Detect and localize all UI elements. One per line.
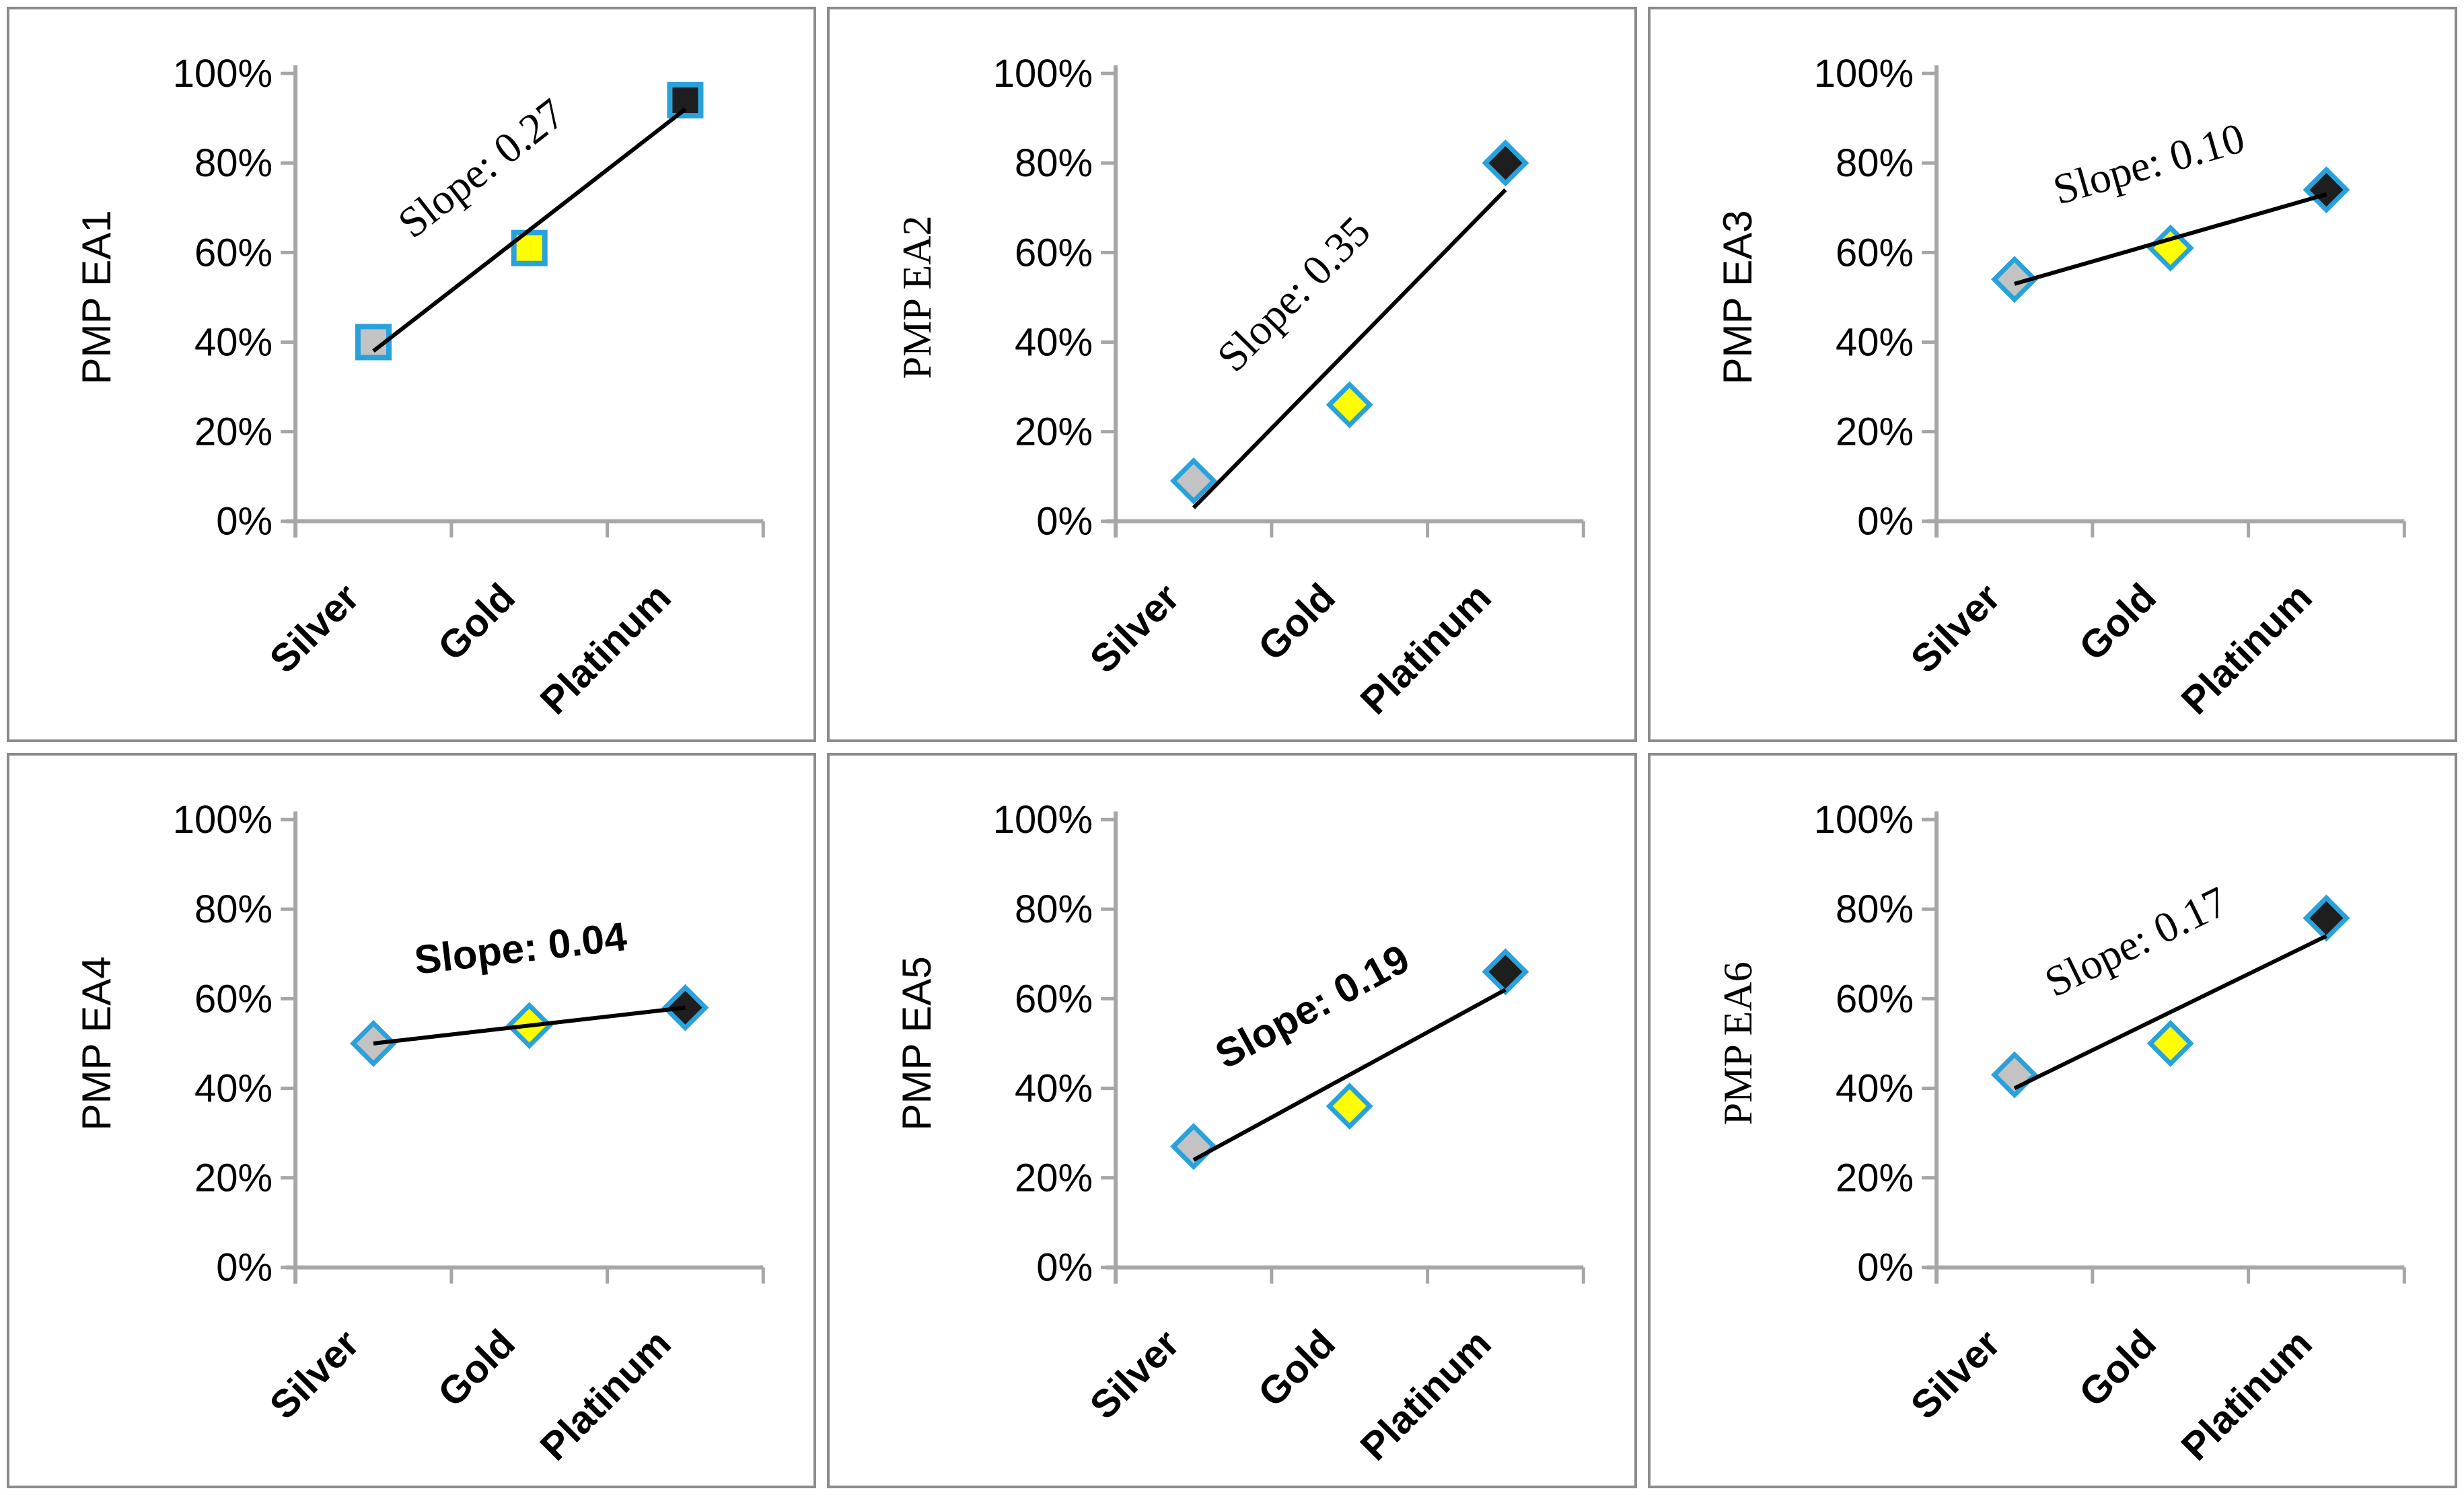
x-category-label: Silver: [1902, 1321, 2008, 1428]
marker-silver: [1170, 1123, 1218, 1170]
x-category-label: Gold: [430, 1321, 523, 1415]
x-category-label: Platinum: [2173, 575, 2320, 723]
marker-silver: [350, 1019, 397, 1067]
trend-line: [373, 1005, 686, 1046]
x-category-label: Platinum: [532, 1321, 680, 1469]
y-tick-label: 80%: [194, 887, 273, 931]
y-tick-label: 100%: [993, 798, 1093, 842]
y-tick-label: 20%: [194, 1157, 273, 1200]
y-tick-label: 0%: [216, 500, 273, 544]
y-tick-label: 0%: [1857, 500, 1914, 544]
slope-annotation: Slope: 0.35: [1208, 207, 1379, 381]
trend-line: [372, 107, 687, 353]
trend-line: [1192, 988, 1507, 1162]
x-category-label: Gold: [2070, 575, 2164, 669]
y-axis-title: PMP EA5: [894, 956, 939, 1130]
marker-silver: [355, 324, 392, 361]
chart-panel-pmp-ea4: PMP EA4 0% 20% 40% 60% 80% 100% Silver Gold Plati…: [7, 753, 817, 1488]
y-axis-title: PMP EA1: [74, 210, 119, 384]
x-category-label: Silver: [1902, 575, 2008, 682]
marker-silver: [1990, 256, 2038, 303]
y-tick-label: 60%: [194, 977, 273, 1021]
marker-platinum: [2303, 894, 2350, 942]
y-tick-label: 80%: [194, 141, 273, 185]
y-tick-label: 40%: [194, 320, 273, 364]
x-category-label: Gold: [430, 575, 523, 669]
chart-svg: PMP EA5 0% 20% 40% 60% 80% 100% Silver Gold Plati…: [894, 798, 1586, 1469]
y-tick-label: 60%: [1015, 231, 1093, 275]
y-tick-label: 20%: [194, 410, 273, 454]
x-category-label: Silver: [261, 1321, 367, 1428]
y-tick-label: 20%: [1836, 410, 1914, 454]
y-tick-label: 100%: [993, 52, 1093, 96]
x-category-label: Platinum: [1352, 1321, 1500, 1469]
y-axis-title: PMP EA4: [74, 956, 119, 1130]
slope-annotation: Slope: 0.17: [2037, 877, 2235, 1007]
x-category-label: Gold: [2070, 1321, 2164, 1415]
x-category-label: Silver: [1082, 575, 1188, 682]
y-tick-label: 40%: [1015, 320, 1093, 364]
x-category-label: Gold: [1250, 1321, 1344, 1415]
chart-svg: PMP EA6 0% 20% 40% 60% 80% 100% Silver Gold Plati…: [1716, 798, 2406, 1469]
chart-panel-pmp-ea3: PMP EA3 0% 20% 40% 60% 80% 100% Silver Gold Plati…: [1647, 7, 2457, 742]
chart-panel-pmp-ea2: PMP EA2 0% 20% 40% 60% 80% 100% Silver Gold Plati…: [827, 7, 1637, 742]
chart-svg: PMP EA3 0% 20% 40% 60% 80% 100% Silver Gold Plati…: [1715, 52, 2406, 723]
x-category-label: Gold: [1250, 575, 1344, 669]
marker-gold: [2146, 1019, 2194, 1067]
marker-gold: [1326, 381, 1373, 429]
marker-gold: [1326, 1083, 1373, 1130]
y-tick-label: 0%: [1857, 1246, 1914, 1290]
slope-annotation: Slope: 0.04: [412, 914, 629, 983]
chart-svg: PMP EA2 0% 20% 40% 60% 80% 100% Silver Gold Plati…: [895, 52, 1586, 723]
marker-platinum: [1482, 139, 1529, 187]
trend-line: [1192, 188, 1507, 509]
y-tick-label: 0%: [1037, 500, 1093, 544]
x-category-label: Platinum: [2173, 1321, 2320, 1469]
y-tick-label: 0%: [216, 1246, 273, 1290]
marker-platinum: [661, 984, 709, 1031]
y-tick-label: 100%: [1813, 798, 1913, 842]
x-category-label: Platinum: [532, 575, 680, 723]
slope-annotation: Slope: 0.27: [389, 89, 573, 247]
x-category-label: Silver: [261, 575, 367, 682]
y-tick-label: 100%: [173, 798, 273, 842]
y-axis-title: PMP EA6: [1716, 961, 1760, 1125]
y-tick-label: 40%: [1836, 320, 1914, 364]
y-tick-label: 60%: [194, 231, 273, 275]
marker-platinum: [667, 81, 704, 119]
marker-silver: [1990, 1051, 2038, 1099]
x-category-label: Platinum: [1352, 575, 1500, 723]
chart-panel-pmp-ea5: PMP EA5 0% 20% 40% 60% 80% 100% Silver Gold Plati…: [827, 753, 1637, 1488]
marker-platinum: [2303, 166, 2350, 214]
y-tick-label: 20%: [1015, 410, 1093, 454]
chart-svg: PMP EA4 0% 20% 40% 60% 80% 100% Silver Gold Plati…: [74, 798, 765, 1469]
y-tick-label: 40%: [1015, 1066, 1093, 1110]
y-tick-label: 80%: [1836, 141, 1914, 185]
chart-svg: PMP EA1 0% 20% 40% 60% 80% 100% Silver Gold Plati…: [74, 52, 765, 723]
y-tick-label: 60%: [1015, 977, 1093, 1021]
trend-line: [2013, 192, 2327, 286]
y-tick-label: 20%: [1015, 1157, 1093, 1200]
y-tick-label: 60%: [1836, 231, 1914, 275]
chart-panel-pmp-ea1: PMP EA1 0% 20% 40% 60% 80% 100% Silver Gold Plati…: [7, 7, 817, 742]
marker-silver: [1170, 457, 1218, 505]
y-tick-label: 40%: [194, 1066, 273, 1110]
y-tick-label: 80%: [1015, 141, 1093, 185]
y-tick-label: 100%: [1813, 52, 1913, 96]
marker-platinum: [1482, 948, 1529, 996]
y-tick-label: 80%: [1015, 887, 1093, 931]
y-axis-title: PMP EA2: [895, 215, 939, 379]
y-tick-label: 40%: [1836, 1066, 1914, 1110]
y-axis-title: PMP EA3: [1715, 210, 1760, 384]
chart-panel-pmp-ea6: PMP EA6 0% 20% 40% 60% 80% 100% Silver Gold Plati…: [1647, 753, 2457, 1488]
y-tick-label: 20%: [1836, 1157, 1914, 1200]
y-tick-label: 80%: [1836, 887, 1914, 931]
x-category-label: Silver: [1082, 1321, 1188, 1428]
y-tick-label: 100%: [173, 52, 273, 96]
y-tick-label: 0%: [1037, 1246, 1093, 1290]
slope-annotation: Slope: 0.10: [2048, 114, 2249, 214]
trend-line: [2013, 934, 2327, 1091]
y-tick-label: 60%: [1836, 977, 1914, 1021]
